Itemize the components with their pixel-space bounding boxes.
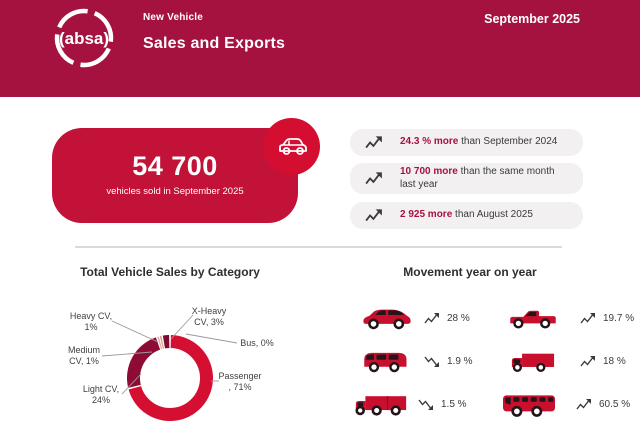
- movement-value: 60.5 %: [599, 398, 631, 410]
- movement-item-car: 28 %: [358, 303, 470, 333]
- movement-value: 1.5 %: [441, 398, 467, 410]
- callout-medium-cv: Medium CV, 1%: [67, 345, 101, 366]
- donut-slice-light-cv: [127, 337, 161, 388]
- callout-x-heavy-cv: X-Heavy CV, 3%: [191, 306, 227, 327]
- trend-up-icon: [424, 312, 439, 323]
- donut-chart-title: Total Vehicle Sales by Category: [80, 265, 260, 279]
- hatchback-car-icon: [358, 305, 416, 331]
- stat-pill-mom-units: 2 925 more than August 2025: [350, 202, 583, 229]
- total-sales-number: 54 700: [132, 151, 218, 181]
- absa-logo-text: (absa): [59, 29, 109, 48]
- page-title: Sales and Exports: [143, 35, 286, 52]
- stat-pill-yoy-units: 10 700 more than the same month last yea…: [350, 163, 583, 194]
- donut-slice-medium-cv: [157, 336, 163, 350]
- absa-logo-icon: (absa): [52, 6, 116, 70]
- trend-down-icon: [418, 399, 433, 410]
- total-sales-caption: vehicles sold in September 2025: [106, 186, 244, 197]
- total-sales-card: 54 700 vehicles sold in September 2025: [52, 128, 298, 223]
- movement-item-medium-truck: 18 %: [494, 346, 626, 376]
- section-divider: [75, 246, 562, 248]
- header-kicker: New Vehicle: [143, 12, 204, 23]
- stat-text: 10 700 more than the same month last yea…: [400, 166, 571, 191]
- donut-chart: Heavy CV, 1% Medium CV, 1% Light CV, 24%…: [0, 255, 330, 427]
- stat-highlight: 2 925 more: [400, 209, 453, 221]
- bus-icon: [490, 391, 568, 417]
- stat-highlight: 24.3 % more: [400, 136, 459, 148]
- movement-item-heavy-truck: 1.5 %: [352, 389, 467, 419]
- movement-value: 18 %: [603, 355, 626, 367]
- donut-slice-heavy-cv: [159, 335, 165, 349]
- callout-heavy-cv: Heavy CV, 1%: [69, 311, 113, 332]
- movement-value: 19.7 %: [603, 312, 635, 324]
- trend-up-icon: [576, 398, 591, 409]
- donut-slice-passenger: [128, 335, 213, 422]
- trend-down-icon: [424, 356, 439, 367]
- box-truck-icon: [494, 349, 572, 374]
- movement-item-pickup: 19.7 %: [494, 303, 634, 333]
- donut-slice-x-heavy-cv: [162, 335, 170, 349]
- stat-rest: than the same month last year: [400, 166, 555, 190]
- car-icon: [278, 137, 307, 155]
- trend-up-icon: [580, 312, 595, 323]
- report-date: September 2025: [484, 12, 580, 26]
- stat-text: 2 925 more than August 2025: [400, 209, 533, 222]
- movement-item-minibus: 1.9 %: [358, 346, 473, 376]
- callout-bus: Bus, 0%: [240, 338, 274, 348]
- minibus-icon: [358, 348, 416, 374]
- callout-leader-lines: [101, 314, 238, 395]
- movement-item-bus: 60.5 %: [490, 389, 630, 419]
- car-badge: [263, 118, 320, 175]
- donut-arcs: [127, 335, 213, 422]
- trend-up-icon: [365, 136, 382, 149]
- heavy-truck-icon: [352, 391, 410, 417]
- stat-rest: than August 2025: [455, 209, 533, 221]
- stat-pill-yoy-percent: 24.3 % more than September 2024: [350, 129, 583, 156]
- stat-text: 24.3 % more than September 2024: [400, 136, 557, 149]
- movement-value: 1.9 %: [447, 355, 473, 367]
- stat-rest: than September 2024: [461, 136, 558, 148]
- trend-up-icon: [365, 172, 382, 185]
- pickup-truck-icon: [494, 306, 572, 331]
- movement-value: 28 %: [447, 312, 470, 324]
- callout-passenger: Passenger , 71%: [218, 371, 262, 392]
- trend-up-icon: [365, 209, 382, 222]
- callout-light-cv: Light CV, 24%: [82, 384, 120, 405]
- header: (absa) New Vehicle Sales and Exports Sep…: [0, 0, 640, 97]
- trend-up-icon: [580, 355, 595, 366]
- stat-highlight: 10 700 more: [400, 166, 458, 177]
- movement-title: Movement year on year: [403, 265, 537, 279]
